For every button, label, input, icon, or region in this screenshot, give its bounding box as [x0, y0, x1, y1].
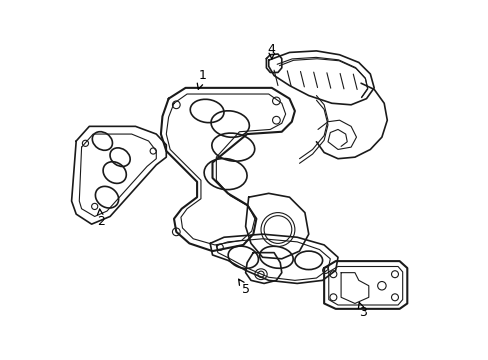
Text: 2: 2 — [97, 209, 104, 228]
Text: 1: 1 — [197, 69, 206, 89]
Text: 5: 5 — [238, 279, 249, 296]
Text: 4: 4 — [267, 43, 275, 59]
Text: 3: 3 — [358, 302, 366, 319]
